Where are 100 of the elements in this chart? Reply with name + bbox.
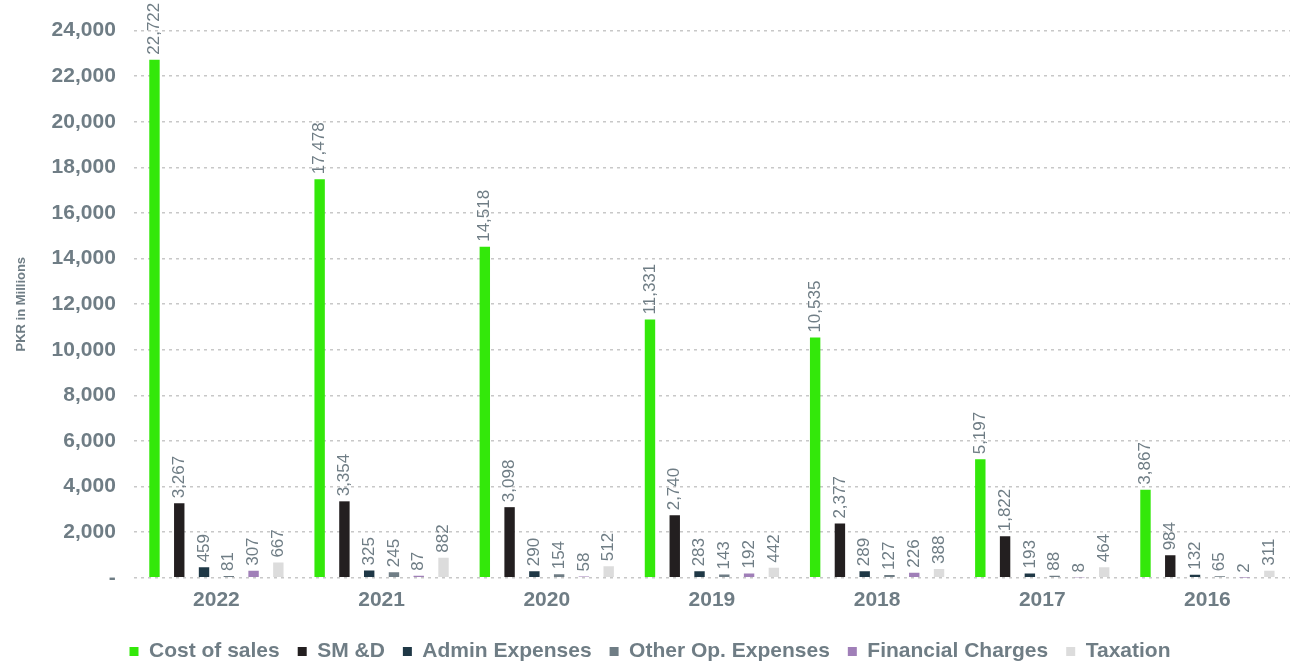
- data-label: 325: [358, 537, 378, 566]
- data-label: 154: [548, 540, 568, 570]
- bar: [438, 557, 449, 578]
- bar: [273, 562, 284, 578]
- legend-label: SM &D: [317, 638, 385, 662]
- x-tick-label: 2017: [1018, 587, 1066, 611]
- data-label: 1,822: [994, 488, 1014, 532]
- bar: [479, 246, 491, 578]
- y-tick-label: 6,000: [63, 427, 116, 451]
- bar: [603, 566, 614, 578]
- data-label: 81: [218, 552, 238, 571]
- data-label: 3,867: [1135, 442, 1155, 485]
- data-label: 442: [763, 534, 783, 563]
- y-tick-label: 4,000: [63, 473, 116, 497]
- bar: [504, 507, 515, 578]
- data-label: 245: [383, 538, 403, 568]
- data-label: 283: [689, 537, 709, 567]
- bar: [174, 503, 185, 578]
- bar: [198, 567, 210, 578]
- data-label: 22,722: [144, 2, 164, 55]
- bar: [248, 570, 259, 578]
- legend-label: Cost of sales: [149, 638, 280, 662]
- bar: [809, 337, 821, 578]
- legend-label: Taxation: [1085, 638, 1171, 662]
- data-label: 512: [598, 532, 618, 562]
- y-tick-label: 10,000: [51, 336, 116, 360]
- y-tick-label: 2,000: [63, 519, 116, 542]
- data-label: 226: [903, 539, 923, 568]
- y-tick-label: 12,000: [51, 291, 116, 314]
- data-label: 2: [1234, 563, 1254, 573]
- bar: [553, 574, 565, 578]
- bar: [694, 571, 705, 578]
- y-axis-title: PKR in Millions: [13, 256, 29, 352]
- data-label: 311: [1259, 538, 1279, 566]
- y-tick-label: 22,000: [51, 63, 116, 86]
- data-label: 193: [1019, 540, 1039, 569]
- bar: [834, 523, 846, 578]
- data-label: 10,535: [804, 280, 824, 333]
- bar: [339, 501, 350, 578]
- bar: [1264, 570, 1275, 578]
- bar: [768, 567, 780, 578]
- data-label: 132: [1184, 541, 1204, 570]
- data-label: 2,377: [829, 476, 849, 519]
- y-tick-label: 24,000: [51, 17, 116, 41]
- data-label: 87: [408, 551, 428, 571]
- data-label: 3,098: [499, 459, 519, 503]
- data-label: 192: [738, 540, 758, 569]
- bar: [644, 319, 656, 578]
- y-tick-label: 14,000: [51, 245, 116, 269]
- data-label: 3,354: [334, 453, 354, 497]
- bar: [363, 570, 375, 578]
- x-tick-label: 2020: [523, 587, 571, 611]
- y-tick-label: 20,000: [51, 108, 116, 132]
- x-tick-label: 2022: [193, 587, 240, 611]
- data-label: 65: [1209, 552, 1229, 572]
- data-label: 5,197: [970, 411, 989, 455]
- data-label: 17,478: [309, 122, 329, 175]
- legend-label: Financial Charges: [867, 638, 1049, 662]
- y-tick-label: 16,000: [51, 199, 116, 223]
- y-tick-label: 8,000: [63, 382, 116, 406]
- bar: [669, 515, 680, 578]
- bar: [859, 571, 870, 578]
- bar: [1165, 555, 1176, 578]
- data-label: 882: [433, 524, 453, 553]
- data-label: 984: [1159, 521, 1179, 551]
- data-label: 667: [268, 529, 288, 558]
- data-label: 388: [928, 535, 948, 564]
- x-tick-label: 2016: [1184, 587, 1231, 611]
- data-label: 290: [524, 537, 544, 567]
- data-label: 459: [193, 533, 213, 563]
- bar: [999, 536, 1011, 578]
- data-label: 8: [1069, 563, 1089, 573]
- bar: [884, 574, 895, 578]
- data-label: 143: [713, 541, 733, 570]
- bar: [1024, 573, 1036, 578]
- bar: [388, 572, 400, 578]
- data-label: 289: [854, 537, 874, 567]
- x-tick-label: 2019: [688, 587, 736, 611]
- x-tick-label: 2021: [358, 587, 406, 611]
- data-label: 464: [1093, 533, 1113, 563]
- data-label: 127: [879, 541, 899, 570]
- legend-label: Admin Expenses: [422, 638, 592, 662]
- data-label: 3,267: [168, 455, 188, 499]
- data-label: 14,518: [474, 189, 494, 242]
- bar: [529, 571, 540, 578]
- data-label: 58: [573, 552, 593, 572]
- bar: [1098, 567, 1110, 578]
- bar: [314, 179, 325, 578]
- x-tick-label: 2018: [853, 587, 901, 611]
- y-tick-label: -: [108, 564, 116, 588]
- bar: [743, 573, 755, 578]
- bar: [149, 59, 160, 578]
- data-label: 88: [1044, 551, 1064, 571]
- legend-label: Other Op. Expenses: [629, 638, 830, 662]
- data-label: 307: [243, 537, 263, 566]
- y-tick-label: 18,000: [51, 154, 116, 178]
- bar: [1140, 489, 1151, 578]
- data-label: 11,331: [639, 263, 659, 315]
- data-label: 2,740: [664, 467, 684, 511]
- bar: [933, 568, 945, 578]
